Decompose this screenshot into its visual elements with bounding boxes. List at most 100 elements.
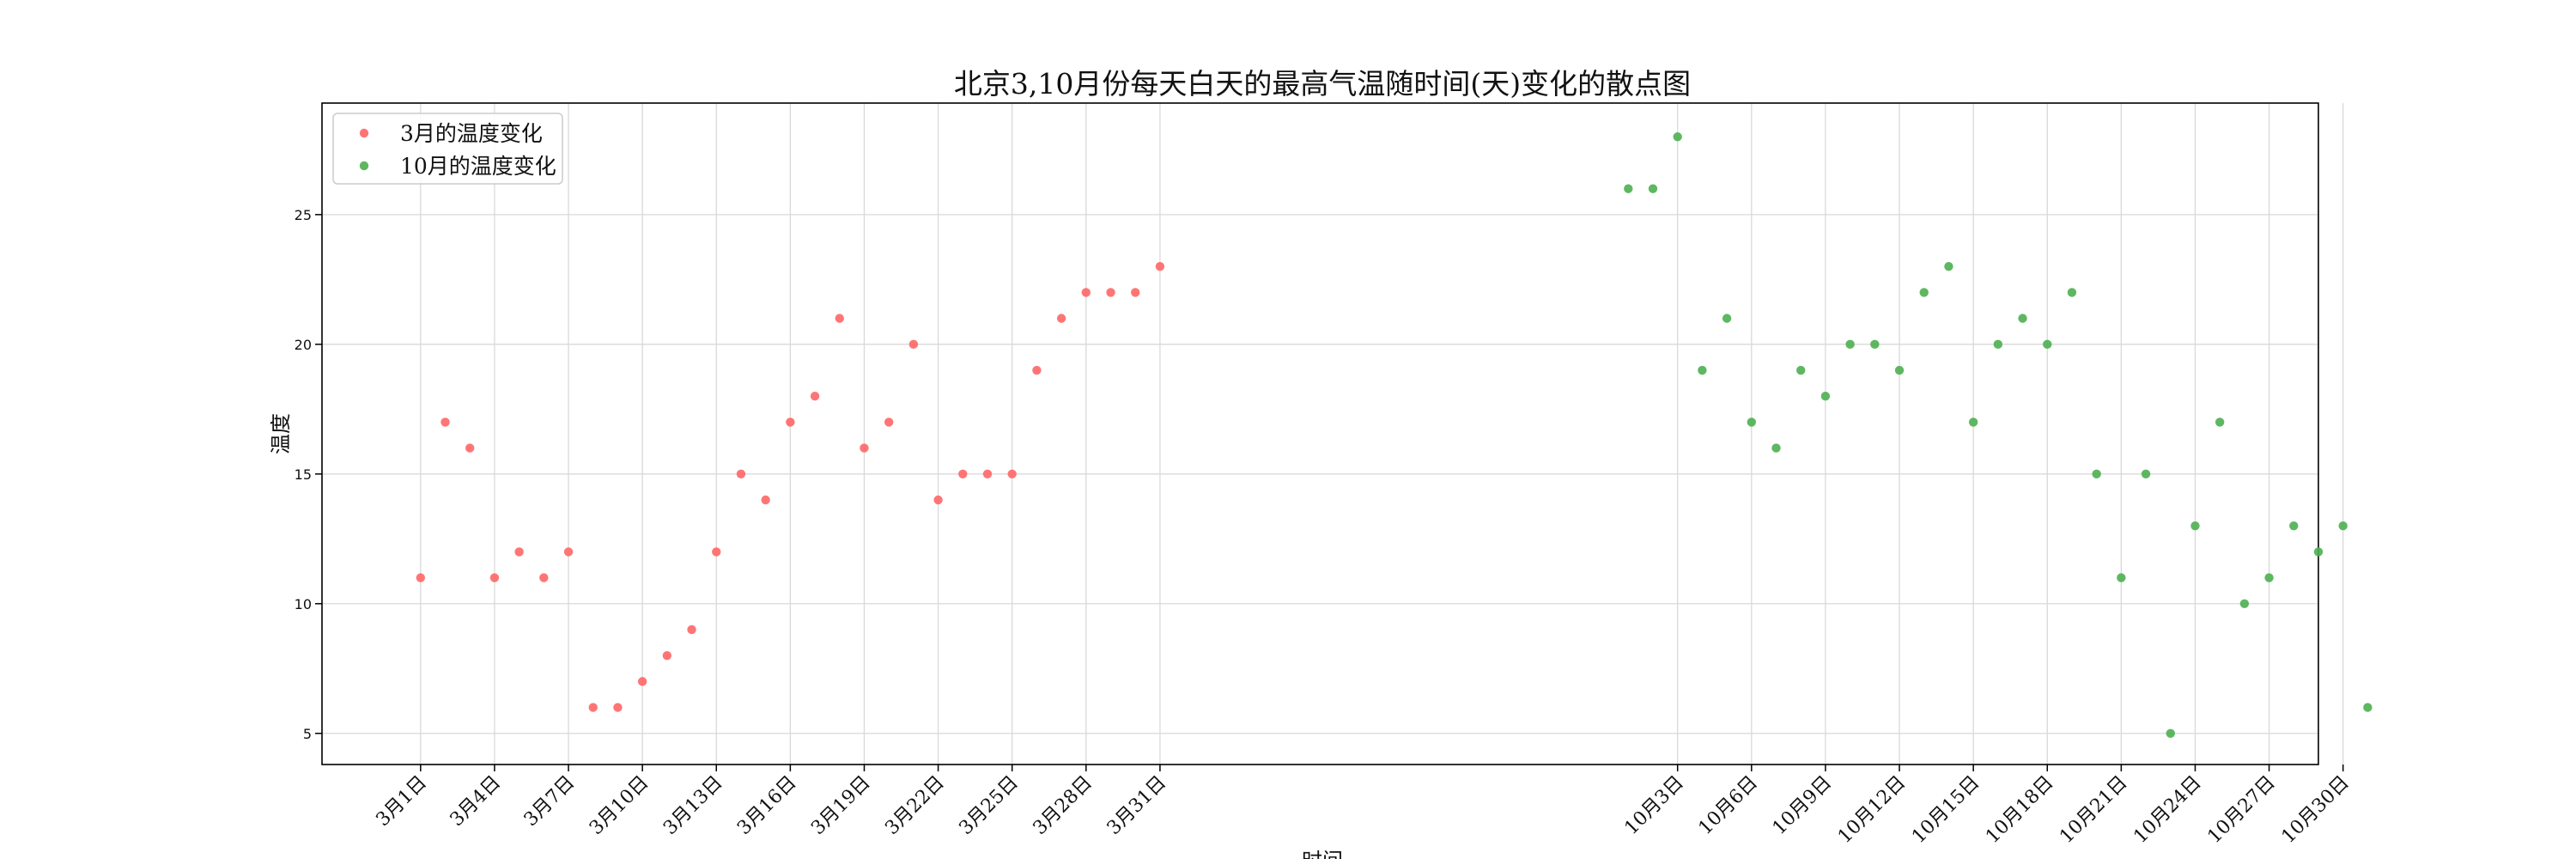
x-tick-label: 3月22日	[881, 772, 948, 839]
point-series-2	[1648, 184, 1658, 193]
point-series-2	[1820, 392, 1831, 401]
point-series-1	[908, 339, 919, 350]
point-series-1	[465, 443, 475, 453]
point-series-2	[2067, 288, 2077, 297]
point-series-2	[2215, 417, 2225, 427]
point-series-1	[514, 547, 524, 557]
point-series-2	[1796, 365, 1806, 375]
point-series-1	[761, 495, 770, 505]
y-tick-label: 10	[295, 596, 312, 612]
x-tick-label: 3月4日	[447, 772, 506, 832]
point-series-2	[2363, 703, 2372, 712]
x-tick-label: 10月9日	[1769, 772, 1836, 839]
x-tick-label: 3月19日	[807, 772, 874, 839]
point-series-2	[2313, 547, 2324, 557]
point-series-1	[1007, 469, 1017, 479]
point-series-1	[958, 469, 968, 479]
chart-title: 北京3,10月份每天白天的最高气温随时间(天)变化的散点图	[954, 67, 1691, 101]
point-series-1	[687, 624, 696, 635]
y-tick-label: 15	[295, 466, 312, 483]
point-series-1	[416, 573, 426, 582]
point-series-2	[2289, 521, 2299, 531]
x-tick-label: 10月12日	[1834, 772, 1910, 848]
y-axis-label: 温度	[269, 413, 293, 454]
legend-label: 3月的温度变化	[400, 121, 543, 146]
legend-marker	[359, 128, 369, 138]
point-series-1	[440, 417, 450, 427]
point-series-1	[1155, 262, 1165, 271]
legend-marker	[359, 161, 369, 171]
point-series-1	[884, 417, 894, 427]
point-series-2	[1870, 339, 1880, 350]
data-points	[416, 132, 2372, 738]
point-series-2	[1722, 314, 1732, 323]
y-tick-label: 20	[295, 337, 312, 353]
point-series-2	[1624, 184, 1633, 193]
point-series-2	[1771, 443, 1781, 453]
point-series-2	[2043, 339, 2052, 350]
point-series-2	[2117, 573, 2126, 582]
point-series-1	[1106, 288, 1115, 297]
point-series-2	[1747, 417, 1757, 427]
point-series-2	[1845, 339, 1855, 350]
point-series-2	[1919, 288, 1929, 297]
point-series-2	[1894, 365, 1905, 375]
point-series-2	[2166, 728, 2175, 738]
x-tick-label: 10月27日	[2203, 772, 2279, 848]
x-tick-label: 10月15日	[1908, 772, 1984, 848]
point-series-1	[613, 703, 623, 712]
point-series-1	[736, 469, 746, 479]
x-tick-label: 10月24日	[2129, 772, 2205, 848]
point-series-2	[2092, 469, 2101, 479]
point-series-1	[786, 417, 795, 427]
point-series-2	[1673, 132, 1682, 142]
point-series-1	[1081, 288, 1091, 297]
plot-area-frame	[321, 102, 2319, 765]
x-tick-label: 3月1日	[372, 772, 431, 832]
x-tick-label: 3月13日	[659, 772, 726, 839]
x-tick-label: 10月18日	[1982, 772, 2057, 848]
x-tick-label: 10月3日	[1620, 772, 1687, 839]
point-series-2	[1944, 262, 1953, 271]
x-tick-label: 3月31日	[1103, 772, 1170, 839]
point-series-1	[662, 650, 672, 661]
point-series-1	[539, 573, 549, 582]
point-series-2	[1698, 365, 1707, 375]
x-tick-label: 10月30日	[2278, 772, 2354, 848]
point-series-2	[2018, 314, 2027, 323]
point-series-2	[2338, 521, 2348, 531]
point-series-1	[712, 547, 721, 557]
x-tick-label: 10月6日	[1695, 772, 1762, 839]
point-series-1	[489, 573, 500, 582]
x-axis-label: 时间	[1302, 849, 1343, 859]
point-series-1	[860, 443, 869, 453]
x-tick-label: 3月10日	[586, 772, 653, 839]
point-series-1	[637, 677, 647, 686]
legend-box	[332, 113, 563, 185]
point-series-2	[1968, 417, 1978, 427]
point-series-2	[1993, 339, 2003, 350]
x-tick-label: 10月21日	[2056, 772, 2131, 848]
point-series-1	[1056, 314, 1066, 323]
point-series-2	[2141, 469, 2151, 479]
legend: 3月的温度变化 10月的温度变化	[332, 113, 563, 185]
x-tick-label: 3月7日	[520, 772, 580, 832]
point-series-1	[588, 703, 598, 712]
x-tick-label: 3月16日	[733, 772, 800, 839]
point-series-2	[2239, 599, 2250, 608]
point-series-1	[1032, 365, 1042, 375]
y-tick-label: 5	[303, 726, 312, 742]
x-tick-label: 3月28日	[1030, 772, 1097, 839]
point-series-1	[1131, 288, 1140, 297]
y-axis-ticks: 5 10 15 20 25	[295, 207, 322, 742]
grid-lines	[322, 103, 2344, 765]
x-tick-label: 3月25日	[955, 772, 1022, 839]
point-series-1	[563, 547, 574, 557]
x-axis-ticks: 3月1日 3月4日 3月7日 3月10日 3月13日 3月16日 3月19日 3月22日 3月2…	[372, 765, 2354, 848]
point-series-1	[982, 469, 993, 479]
point-series-2	[2264, 573, 2274, 582]
point-series-2	[2190, 521, 2200, 531]
point-series-1	[835, 314, 844, 323]
point-series-1	[933, 495, 943, 505]
